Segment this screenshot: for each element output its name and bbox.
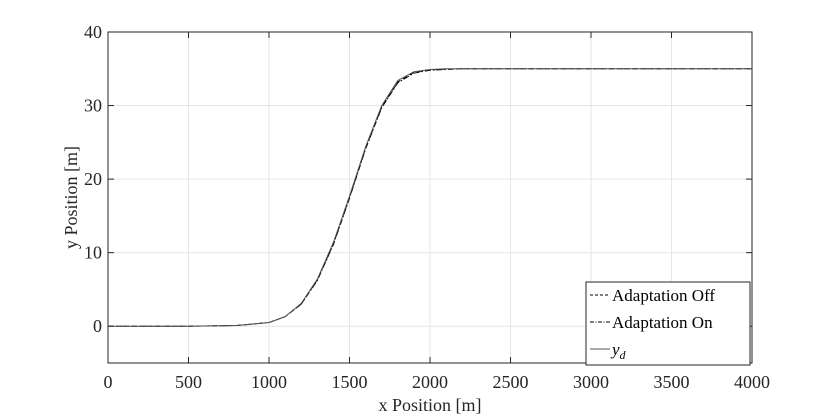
y-tick-label: 30 [84, 96, 102, 116]
x-tick-label: 1500 [332, 372, 368, 392]
y-tick-label: 20 [84, 169, 102, 189]
tick-labels: 0 500 1000 1500 2000 2500 3000 3500 4000 0 10 20 30 4… [84, 22, 770, 392]
y-tick-label: 10 [84, 243, 102, 263]
series-lines [108, 68, 752, 327]
ticks [107, 31, 753, 363]
y-axis-label: y Position [m] [61, 146, 81, 249]
legend-label: yd [610, 340, 627, 362]
y-tick-label: 0 [93, 316, 102, 336]
legend: Adaptation Off Adaptation On yd [585, 281, 751, 366]
x-tick-label: 0 [104, 372, 113, 392]
x-tick-label: 2000 [412, 372, 448, 392]
legend-label-main: y [610, 340, 620, 359]
legend-entries: Adaptation Off Adaptation On yd [590, 286, 715, 362]
x-tick-label: 4000 [734, 372, 770, 392]
x-tick-label: 1000 [251, 372, 287, 392]
legend-box [585, 281, 751, 366]
x-tick-label: 2500 [493, 372, 529, 392]
x-axis-label: x Position [m] [378, 395, 481, 415]
legend-label: Adaptation On [612, 313, 713, 332]
x-tick-label: 3500 [654, 372, 690, 392]
legend-label: Adaptation Off [612, 286, 715, 305]
y-tick-label: 40 [84, 22, 102, 42]
x-tick-label: 3000 [573, 372, 609, 392]
x-tick-label: 500 [175, 372, 202, 392]
legend-label-subscript: d [620, 348, 627, 362]
series-line [108, 68, 752, 327]
